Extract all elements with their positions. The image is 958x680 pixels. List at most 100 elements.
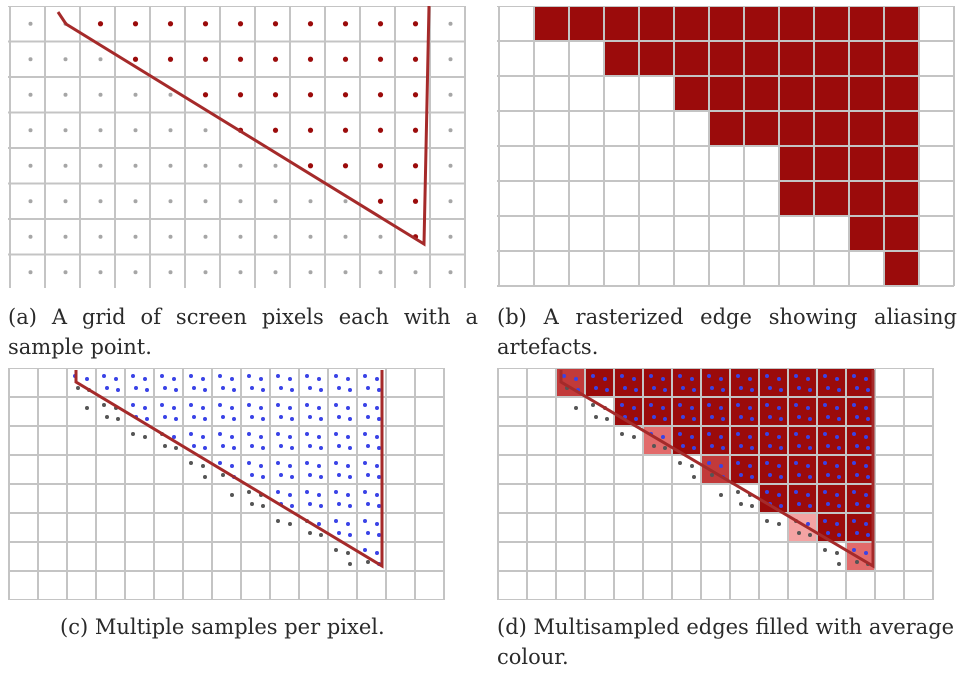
sample-point-outside xyxy=(85,406,89,410)
sample-point-inside xyxy=(866,504,870,508)
sample-points xyxy=(562,374,870,566)
sample-point-outside xyxy=(76,386,80,390)
pixel-grid xyxy=(8,368,445,600)
sample-point-outside xyxy=(189,461,193,465)
sample-point-inside xyxy=(794,403,798,407)
sample-point-inside xyxy=(808,388,812,392)
averaged-pixel xyxy=(643,397,672,426)
averaged-pixel xyxy=(730,455,759,484)
averaged-pixel xyxy=(817,426,846,455)
sample-point-inside xyxy=(681,415,685,419)
sample-point-inside xyxy=(202,56,209,62)
averaged-pixel xyxy=(846,542,875,571)
filled-pixel xyxy=(849,76,884,111)
sample-point-inside xyxy=(334,461,338,465)
sample-point-outside xyxy=(203,270,208,275)
filled-pixel xyxy=(779,146,814,181)
sample-point-outside xyxy=(133,92,138,97)
sample-point-inside xyxy=(794,461,798,465)
sample-point-outside xyxy=(131,432,135,436)
sample-point-inside xyxy=(806,493,810,497)
sample-point-outside xyxy=(63,234,68,239)
sample-point-inside xyxy=(230,435,234,439)
sample-point-inside xyxy=(363,519,367,523)
sample-point-outside xyxy=(168,270,173,275)
sample-point-outside xyxy=(273,199,278,204)
sample-point-inside xyxy=(377,92,384,98)
sample-point-inside xyxy=(134,386,138,390)
sample-point-outside xyxy=(168,163,173,168)
sample-point-inside xyxy=(375,377,379,381)
sample-point-outside xyxy=(591,403,595,407)
sample-point-outside xyxy=(319,533,323,537)
sample-point-inside xyxy=(221,444,225,448)
sample-point-inside xyxy=(377,56,384,62)
sample-point-inside xyxy=(852,432,856,436)
sample-point-inside xyxy=(201,377,205,381)
averaged-pixel xyxy=(846,484,875,513)
sample-point-inside xyxy=(237,21,244,27)
sample-point-inside xyxy=(348,533,352,537)
triangle-edge xyxy=(74,370,384,569)
panel-b-rasterized-edge xyxy=(497,6,957,288)
sample-point-inside xyxy=(412,127,419,133)
sample-point-outside xyxy=(710,473,714,477)
sample-point-inside xyxy=(620,403,624,407)
sample-point-outside xyxy=(765,519,769,523)
sample-point-inside xyxy=(279,473,283,477)
triangle-edge xyxy=(559,370,875,569)
sample-point-outside xyxy=(63,128,68,133)
sample-point-inside xyxy=(779,446,783,450)
sample-point-outside xyxy=(28,163,33,168)
sample-point-inside xyxy=(334,374,338,378)
filled-pixel xyxy=(849,181,884,216)
sample-point-inside xyxy=(412,56,419,62)
sample-point-inside xyxy=(363,490,367,494)
sample-point-inside xyxy=(794,432,798,436)
sample-point-inside xyxy=(247,461,251,465)
sample-point-inside xyxy=(852,548,856,552)
sample-point-outside xyxy=(143,435,147,439)
sample-point-outside xyxy=(652,444,656,448)
sample-point-inside xyxy=(334,519,338,523)
sample-point-outside xyxy=(276,519,280,523)
sample-point-inside xyxy=(866,417,870,421)
averaged-pixel xyxy=(817,455,846,484)
sample-point-inside xyxy=(192,444,196,448)
sample-point-inside xyxy=(290,417,294,421)
sample-point-inside xyxy=(305,432,309,436)
sample-point-inside xyxy=(202,92,209,98)
sample-point-inside xyxy=(719,406,723,410)
sample-point-inside xyxy=(866,475,870,479)
filled-pixel xyxy=(709,76,744,111)
sample-point-inside xyxy=(823,403,827,407)
sample-point-inside xyxy=(174,388,178,392)
filled-pixel xyxy=(814,181,849,216)
sample-point-inside xyxy=(806,435,810,439)
sample-point-inside xyxy=(852,490,856,494)
sample-point-inside xyxy=(174,417,178,421)
sample-point-outside xyxy=(366,560,370,564)
sample-point-inside xyxy=(823,432,827,436)
sample-point-inside xyxy=(412,21,419,27)
sample-point-inside xyxy=(797,444,801,448)
sample-point-outside xyxy=(98,57,103,62)
filled-pixel xyxy=(849,6,884,41)
sample-point-inside xyxy=(363,403,367,407)
sample-point-inside xyxy=(768,386,772,390)
sample-point-inside xyxy=(337,473,341,477)
sample-point-inside xyxy=(290,388,294,392)
sample-point-inside xyxy=(777,406,781,410)
sample-point-inside xyxy=(806,464,810,468)
sample-point-outside xyxy=(605,417,609,421)
sample-point-inside xyxy=(261,417,265,421)
sample-point-outside xyxy=(736,490,740,494)
sample-point-outside xyxy=(808,533,812,537)
sample-point-inside xyxy=(337,415,341,419)
sample-point-outside xyxy=(855,560,859,564)
sample-point-inside xyxy=(377,127,384,133)
sample-point-outside xyxy=(28,199,33,204)
filled-pixel xyxy=(884,181,919,216)
sample-point-inside xyxy=(317,435,321,439)
sample-point-inside xyxy=(826,502,830,506)
